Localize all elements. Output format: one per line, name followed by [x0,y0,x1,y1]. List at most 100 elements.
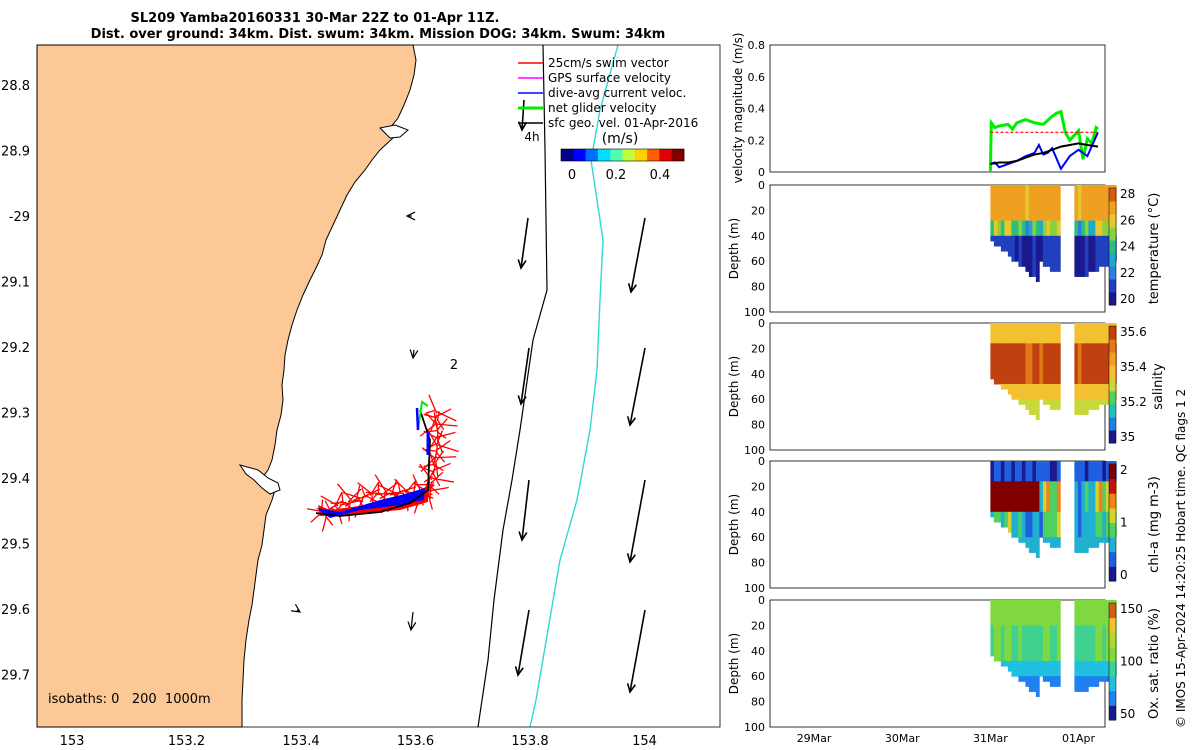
profile-cell [1102,527,1107,533]
profile-cell [1105,383,1110,390]
profile-cell [1091,353,1096,360]
profile-cell [1049,215,1054,222]
profile-cell [1032,610,1037,616]
profile-cell [1091,506,1096,513]
profile-cell [1088,404,1093,410]
profile-cell [1095,676,1100,682]
profile-cell [1098,195,1103,201]
profile-cell [1102,491,1107,498]
profile-cell [1102,190,1107,196]
profile-cell [1035,205,1040,211]
profile-cell [1035,655,1040,662]
profile-cell [1000,660,1005,667]
profile-cell [1039,501,1044,508]
profile-cell [1056,343,1061,349]
profile-cell [1035,266,1040,272]
profile-cell [1098,615,1103,621]
profile-cell [1105,491,1110,498]
profile-cell [1053,635,1058,642]
profile-cell [1007,496,1012,503]
profile-cell [990,600,995,606]
profile-cell [1091,338,1096,344]
profile-colorbar-segment [1109,279,1116,293]
profile-cell [1077,200,1082,206]
profile-cell [1074,373,1079,380]
profile-cell [1042,537,1047,543]
profile-cell [1000,506,1005,513]
profile-cell [1007,195,1012,201]
profile-cell [1021,368,1026,375]
profile-cell [1091,605,1096,611]
profile-cell [1021,373,1026,380]
profile-cell [1081,256,1086,262]
profile-cell [1084,256,1089,262]
profile-cell [1056,681,1061,687]
profile-cell [1074,466,1079,472]
profile-cell [1011,461,1016,467]
profile-cell [1074,671,1079,677]
profile-cell [1088,610,1093,616]
profile-cell [1102,235,1107,242]
profile-cell [1077,650,1082,657]
profile-colorbar-segment [1109,188,1116,202]
profile-cell [1007,527,1012,533]
profile-cell [1014,501,1019,508]
profile-cell [997,328,1002,334]
profile-cell [1046,353,1051,360]
profile-cell [1032,491,1037,498]
profile-cell [1004,630,1009,637]
profile-cell [1091,378,1096,385]
profile-cell [1084,210,1089,216]
profile-cell [1053,343,1058,349]
profile-colorbar-segment [1109,603,1116,619]
profile-cell [1035,210,1040,216]
profile-cell [1081,266,1086,272]
profile-cell [1095,521,1100,528]
profile-cell [1056,506,1061,513]
profile-cell [1056,205,1061,211]
profile-cell [993,333,998,339]
profile-cell [1095,389,1100,395]
profile-cell [1011,496,1016,503]
profile-cell [1035,333,1040,339]
profile-cell [1021,378,1026,385]
profile-cell [1004,600,1009,606]
profile-cell [1091,256,1096,262]
profile-cell [1018,363,1023,370]
profile-cell [1028,368,1033,375]
profile-cell [1081,645,1086,652]
profile-cell [1056,328,1061,334]
lat-tick-label: 29.3 [1,407,30,422]
profile-cell [1095,635,1100,642]
profile-cell [1102,240,1107,247]
profile-cell [1018,630,1023,637]
profile-cell [1021,476,1026,482]
profile-cell [1035,615,1040,621]
profile-cell [1081,338,1086,344]
profile-cell [1074,353,1079,360]
profile-cell [1025,348,1030,354]
profile-cell [1014,605,1019,611]
profile-cell [1028,230,1033,237]
profile-cell [1046,363,1051,370]
profile-cell [1042,389,1047,395]
profile-cell [1021,205,1026,211]
profile-cell [1035,645,1040,652]
profile-cell [1053,245,1058,252]
profile-cell [1049,251,1054,257]
profile-cell [1032,190,1037,196]
profile-cell [993,615,998,621]
profile-cell [993,210,998,216]
profile-cell [1098,600,1103,606]
profile-cell [1098,501,1103,508]
profile-cell [1053,205,1058,211]
profile-cell [1018,261,1023,267]
profile-cell [1081,409,1086,415]
profile-cell [1049,491,1054,498]
profile-cell [1102,261,1107,267]
profile-cell [1032,486,1037,492]
profile-cell [1004,333,1009,339]
profile-cell [1021,605,1026,611]
profile-cell [1046,527,1051,533]
profile-cell [1056,532,1061,538]
